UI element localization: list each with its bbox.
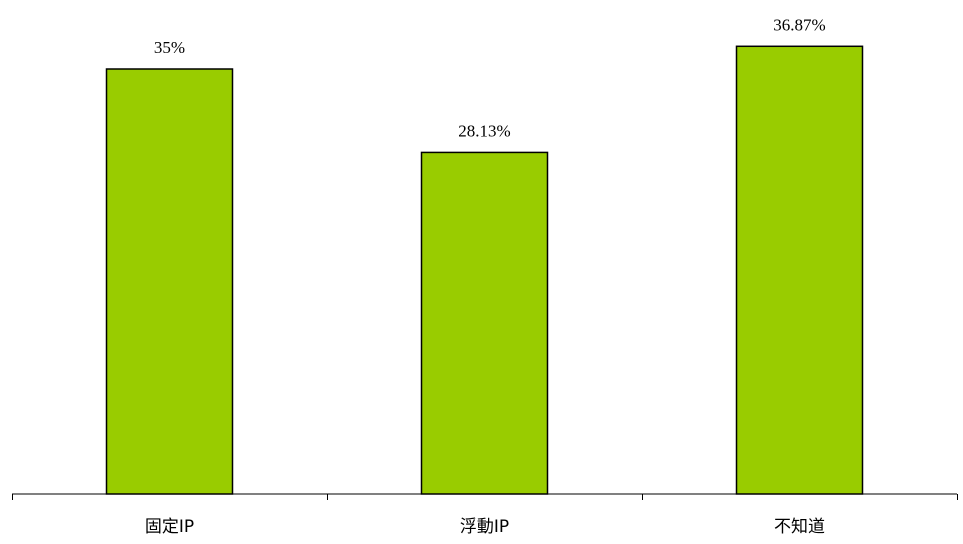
data-label: 36.87% xyxy=(773,15,825,34)
x-axis xyxy=(12,493,958,500)
bar xyxy=(735,45,864,495)
bar xyxy=(105,68,234,495)
data-labels-layer: 35% 28.13% 36.87% xyxy=(154,15,826,140)
data-label: 35% xyxy=(154,38,185,57)
category-label: 浮動IP xyxy=(460,517,509,537)
category-label: 固定IP xyxy=(145,517,194,537)
bar xyxy=(420,151,549,495)
data-label: 28.13% xyxy=(458,121,510,140)
category-label: 不知道 xyxy=(774,517,825,537)
bars-layer xyxy=(105,45,864,495)
category-labels-layer: 固定IP 浮動IP 不知道 xyxy=(145,517,825,537)
